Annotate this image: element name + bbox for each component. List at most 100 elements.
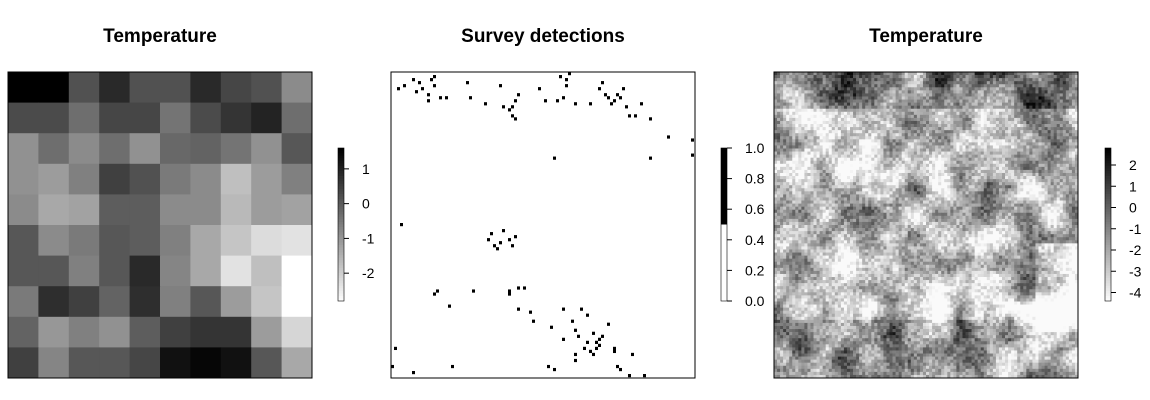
heatmap-cell: [1050, 72, 1054, 76]
heatmap-cell: [962, 87, 966, 91]
heatmap-cell: [1014, 200, 1018, 204]
heatmap-cell: [983, 212, 988, 217]
heatmap-cell: [1050, 90, 1054, 94]
heatmap-cell: [859, 176, 863, 180]
plot-frame: [7, 71, 313, 379]
heatmap-cell: [1035, 81, 1039, 85]
heatmap-cell: [856, 102, 860, 106]
heatmap-cell: [919, 81, 924, 85]
heatmap-cell: [998, 130, 1003, 134]
heatmap-cell: [1041, 111, 1045, 116]
heatmap-cell: [986, 130, 991, 134]
heatmap-cell: [944, 93, 948, 97]
heatmap-cell: [777, 99, 781, 103]
heatmap-cell: [1011, 148, 1015, 152]
heatmap-cell: [916, 203, 921, 207]
heatmap-cell: [1002, 96, 1006, 100]
heatmap-cell: [1053, 154, 1058, 158]
heatmap-cell: [1026, 200, 1030, 204]
heatmap-cell: [895, 145, 899, 149]
heatmap-cell: [868, 157, 872, 162]
heatmap-cell: [774, 142, 778, 146]
heatmap-cell: [886, 127, 890, 131]
heatmap-cell: [916, 96, 921, 100]
heatmap-cell: [1023, 169, 1027, 174]
heatmap-cell: [935, 124, 939, 128]
heatmap-cell: [792, 163, 796, 168]
heatmap-cell: [974, 197, 978, 201]
heatmap-cell: [798, 151, 802, 155]
heatmap-cell: [786, 157, 790, 162]
heatmap-cell: [926, 148, 930, 152]
heatmap-cell: [895, 72, 899, 76]
heatmap-cell: [983, 197, 988, 201]
heatmap-cell: [859, 127, 863, 131]
heatmap-cell: [962, 203, 966, 207]
heatmap-cell: [913, 102, 918, 106]
heatmap-cell: [825, 185, 830, 189]
heatmap-cell: [947, 133, 951, 137]
colorbar-segment: [338, 178, 344, 182]
heatmap-cell: [913, 160, 918, 165]
heatmap-cell: [962, 84, 966, 88]
detection-point: [619, 367, 622, 372]
heatmap-cell: [783, 166, 787, 171]
heatmap-cell: [807, 169, 811, 174]
heatmap-cell: [941, 194, 945, 198]
heatmap-cell: [777, 105, 781, 110]
heatmap-cell: [798, 166, 802, 171]
heatmap-cell: [1041, 105, 1045, 110]
heatmap-cell: [868, 145, 872, 149]
heatmap-cell: [910, 206, 915, 210]
heatmap-cell: [798, 154, 802, 158]
heatmap-cell: [910, 200, 915, 204]
heatmap-cell: [789, 172, 793, 177]
heatmap-cell: [825, 179, 830, 183]
heatmap-cell: [774, 105, 778, 110]
heatmap-cell: [1071, 105, 1076, 110]
heatmap-cell: [974, 127, 978, 131]
heatmap-cell: [865, 182, 869, 186]
heatmap-cell: [160, 194, 191, 226]
detection-point: [415, 90, 418, 94]
heatmap-cell: [822, 117, 826, 122]
heatmap-cell: [871, 206, 875, 210]
heatmap-cell: [792, 117, 796, 122]
heatmap-cell: [789, 179, 793, 183]
heatmap-cell: [956, 197, 960, 201]
heatmap-cell: [968, 185, 972, 189]
heatmap-cell: [926, 169, 930, 174]
heatmap-cell: [922, 172, 927, 177]
heatmap-cell: [926, 179, 930, 183]
heatmap-cell: [813, 160, 817, 165]
heatmap-cell: [819, 120, 823, 125]
heatmap-cell: [1011, 114, 1015, 119]
heatmap-cell: [807, 191, 811, 195]
heatmap-cell: [1005, 191, 1009, 195]
heatmap-cell: [831, 136, 836, 140]
heatmap-cell: [1074, 203, 1079, 207]
heatmap-cell: [922, 160, 927, 165]
heatmap-cell: [1053, 160, 1058, 165]
heatmap-cell: [1029, 145, 1033, 149]
heatmap-cell: [816, 197, 820, 201]
detection-point: [628, 114, 631, 118]
heatmap-cell: [938, 78, 942, 82]
heatmap-cell: [1017, 139, 1021, 143]
heatmap-cell: [1044, 157, 1048, 162]
heatmap-cell: [871, 157, 875, 162]
heatmap-cell: [810, 166, 814, 171]
heatmap-cell: [992, 117, 997, 122]
heatmap-cell: [892, 99, 896, 103]
heatmap-cell: [1059, 72, 1064, 76]
heatmap-cell: [1029, 166, 1033, 171]
heatmap-cell: [992, 182, 997, 186]
heatmap-cell: [1065, 157, 1070, 162]
heatmap-cell: [810, 84, 814, 88]
heatmap-cell: [859, 139, 863, 143]
heatmap-cell: [935, 197, 939, 201]
heatmap-cell: [801, 157, 805, 162]
heatmap-cell: [1011, 179, 1015, 183]
heatmap-cell: [786, 160, 790, 165]
colorbar-segment: [338, 173, 344, 177]
